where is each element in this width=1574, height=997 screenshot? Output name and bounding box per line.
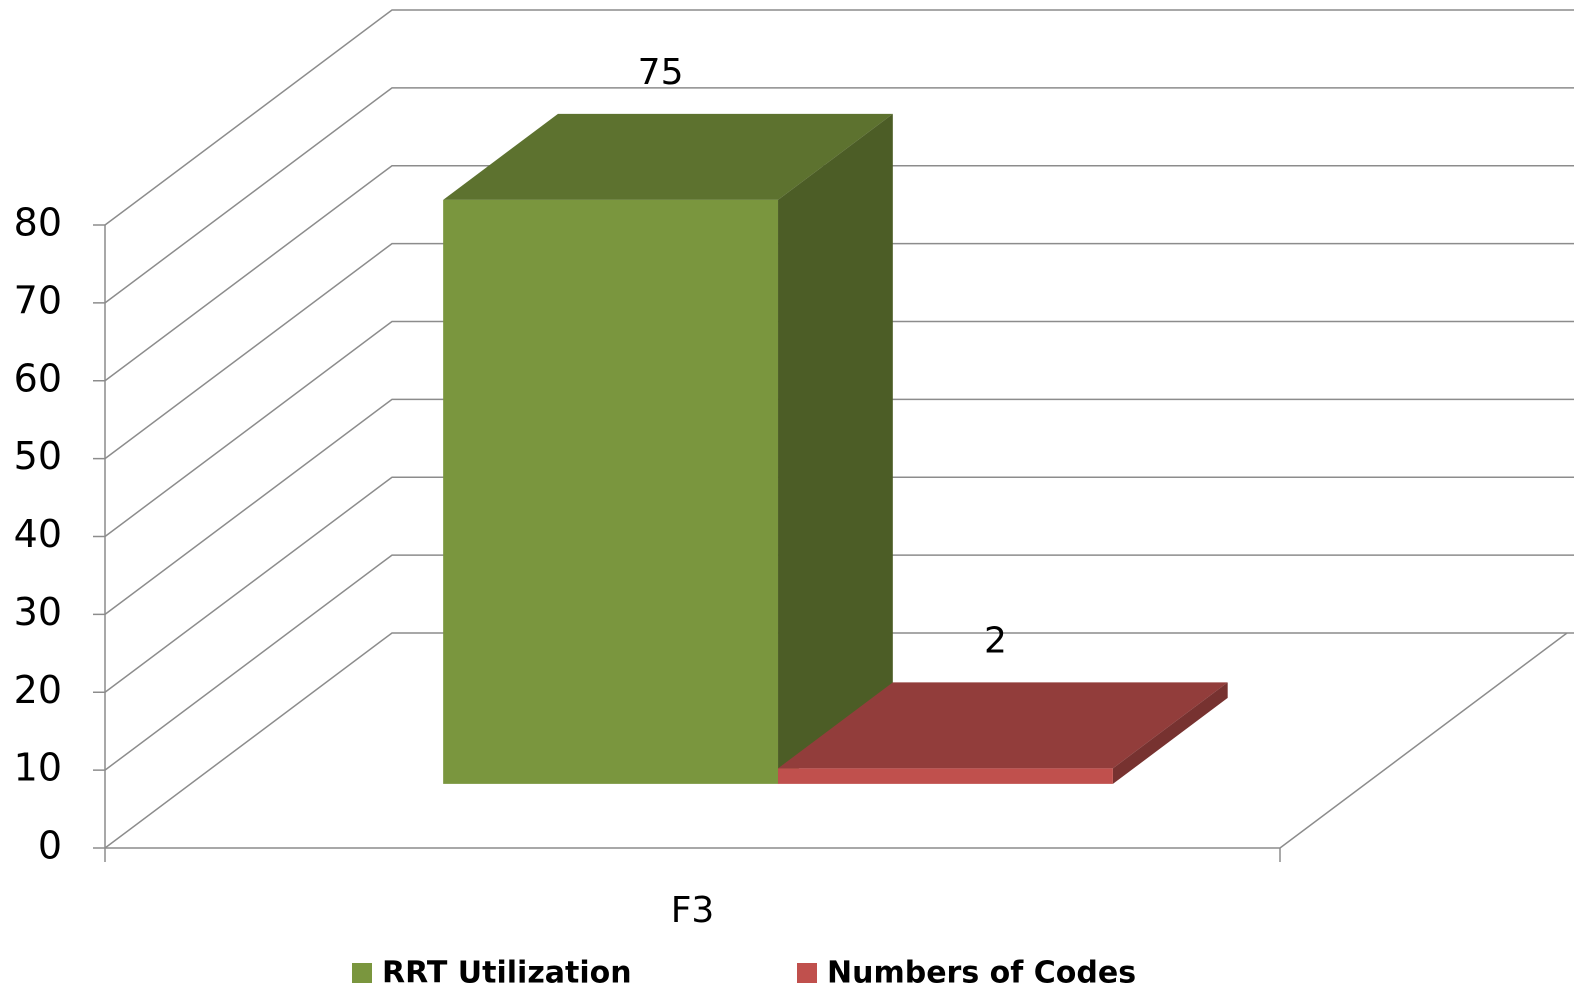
y-tick-label: 30 — [14, 590, 62, 634]
legend-label: Numbers of Codes — [827, 956, 1136, 991]
bar-side — [778, 113, 893, 784]
bar-top — [778, 682, 1228, 769]
grid-line — [104, 398, 1574, 615]
x-tick-label: F3 — [671, 890, 715, 931]
grid-line — [104, 632, 1574, 849]
bar-front — [443, 199, 779, 784]
y-tick-label: 60 — [14, 356, 62, 400]
y-tick-label: 10 — [14, 746, 62, 790]
bar-top — [443, 113, 893, 200]
y-tick-label: 20 — [14, 668, 62, 712]
grid-line — [104, 476, 1574, 693]
y-tick-label: 80 — [14, 201, 62, 245]
legend-label: RRT Utilization — [382, 956, 632, 991]
data-label: 2 — [984, 620, 1007, 661]
data-label: 75 — [638, 52, 684, 93]
y-tick-label: 50 — [14, 434, 62, 478]
grid-line — [104, 242, 1574, 460]
y-tick-label: 70 — [14, 278, 62, 322]
grid-line — [104, 87, 1574, 304]
y-tick-label: 40 — [14, 512, 62, 556]
legend-swatch — [797, 963, 817, 983]
grid-line — [104, 554, 1574, 771]
grid-line — [104, 9, 1574, 226]
y-tick-label: 0 — [38, 824, 62, 868]
grid-line — [104, 165, 1574, 382]
bar-side — [1112, 682, 1228, 784]
legend-swatch — [352, 963, 372, 983]
bar-front — [778, 768, 1113, 784]
grid-line — [104, 320, 1574, 538]
